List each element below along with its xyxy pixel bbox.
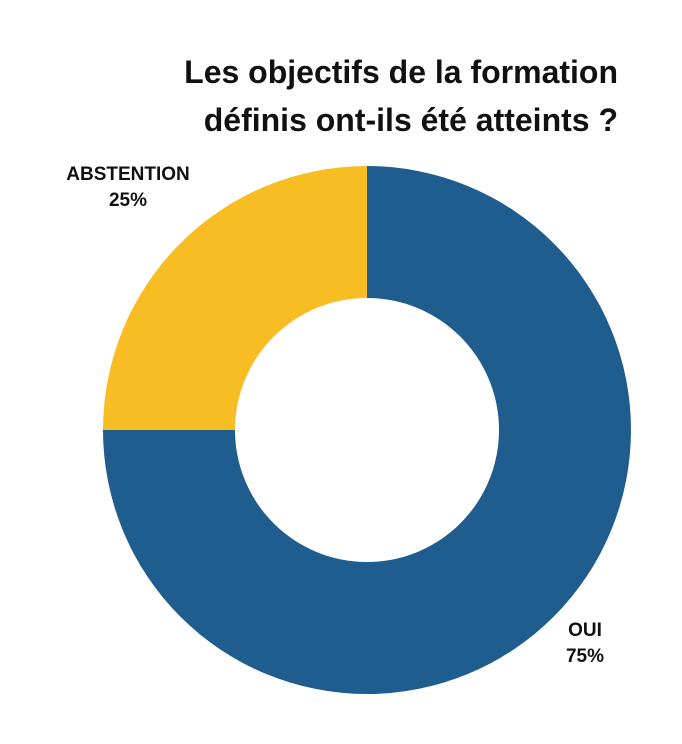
slice-label-abstention: ABSTENTION <box>66 164 190 185</box>
slice-label-oui: OUI <box>568 620 602 641</box>
chart-title-line-1: Les objectifs de la formation <box>184 54 618 90</box>
slice-percent-oui: 75% <box>566 646 604 667</box>
slice-percent-abstention: 25% <box>109 190 147 211</box>
chart-title: Les objectifs de la formation définis on… <box>40 48 618 144</box>
donut-hole <box>235 298 499 562</box>
slice-labels: OUI 75% ABSTENTION 25% <box>66 164 604 667</box>
chart-title-line-2: définis ont-ils été atteints ? <box>203 102 618 138</box>
